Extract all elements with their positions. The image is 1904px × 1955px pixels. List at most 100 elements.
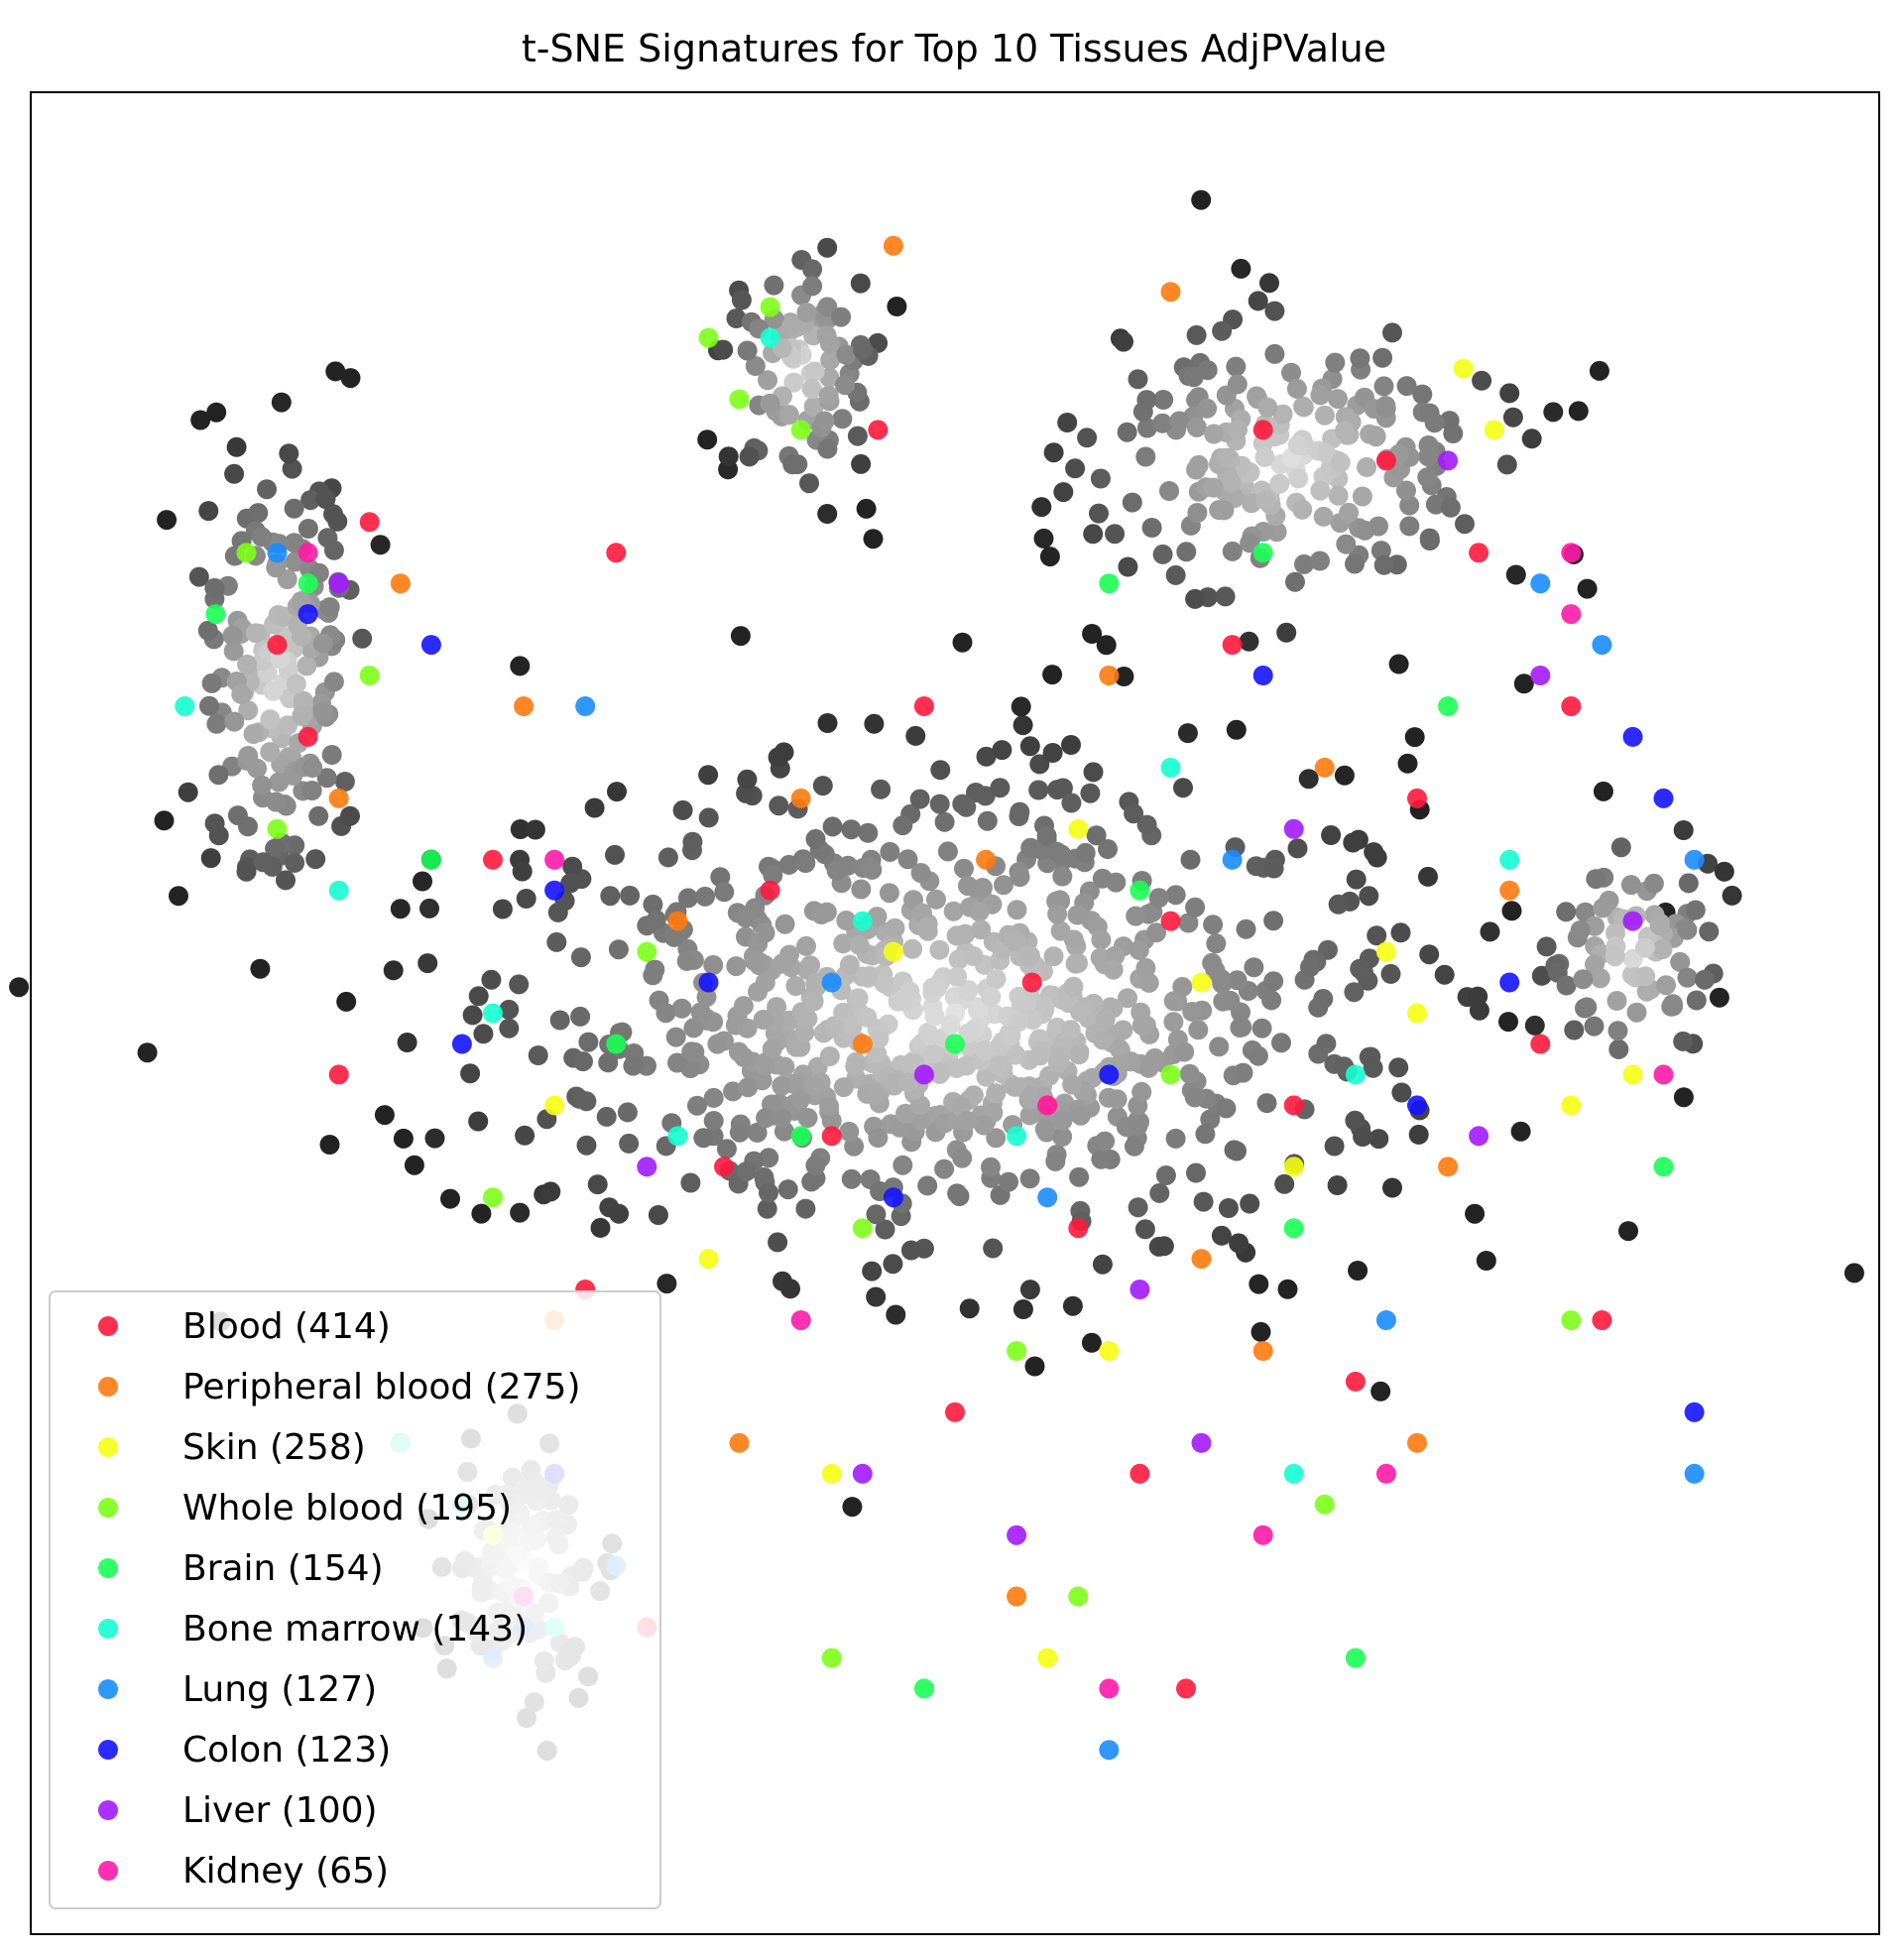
- background-point: [682, 831, 703, 852]
- background-point: [1218, 1198, 1239, 1218]
- background-point: [799, 473, 819, 494]
- legend-label-9: Kidney (65): [182, 1851, 389, 1892]
- background-point: [1233, 1062, 1253, 1083]
- background-point: [1042, 743, 1063, 763]
- legend: Blood (414) Peripheral blood (275) Skin (2…: [49, 1290, 661, 1909]
- point-series-6: [1222, 849, 1243, 870]
- background-point: [676, 950, 697, 971]
- background-point: [383, 960, 404, 981]
- background-point: [1434, 964, 1455, 985]
- background-point: [1228, 420, 1248, 440]
- background-point: [1388, 654, 1409, 674]
- background-point: [1254, 446, 1275, 467]
- background-point: [1184, 1087, 1205, 1108]
- background-point: [319, 597, 340, 618]
- background-point: [899, 981, 920, 1002]
- background-point: [1269, 473, 1290, 494]
- background-point: [1339, 502, 1360, 523]
- background-point: [1138, 972, 1159, 993]
- point-series-6: [1592, 635, 1612, 656]
- point-series-8: [1530, 666, 1551, 685]
- point-series-5: [1283, 1463, 1304, 1484]
- background-point: [1169, 411, 1190, 431]
- background-point: [733, 996, 754, 1017]
- background-point: [1029, 754, 1050, 775]
- background-point: [226, 436, 247, 457]
- background-point: [1114, 667, 1134, 686]
- background-point: [1575, 998, 1595, 1019]
- legend-box: [49, 1290, 661, 1909]
- background-point: [1248, 291, 1268, 311]
- point-series-7: [883, 1187, 903, 1208]
- background-point: [1012, 1299, 1033, 1319]
- point-series-7: [298, 604, 318, 625]
- background-point: [842, 1016, 863, 1037]
- point-series-6: [1375, 1310, 1396, 1330]
- point-series-3: [637, 941, 657, 962]
- background-point: [1412, 384, 1433, 405]
- background-point: [302, 758, 323, 778]
- background-point: [1186, 417, 1207, 437]
- background-point: [1556, 902, 1577, 922]
- background-point: [1220, 990, 1241, 1011]
- background-point: [1144, 1047, 1165, 1068]
- background-point: [655, 1003, 676, 1024]
- point-series-7: [544, 880, 565, 901]
- background-point: [755, 972, 775, 993]
- background-point: [1107, 1089, 1128, 1110]
- background-point: [587, 1174, 608, 1195]
- point-series-3: [760, 297, 780, 317]
- background-point: [1328, 485, 1349, 506]
- background-point: [231, 683, 252, 704]
- background-point: [833, 933, 854, 954]
- background-point: [975, 1040, 996, 1060]
- background-point: [874, 973, 894, 994]
- background-point: [957, 1110, 978, 1131]
- point-series-8: [1191, 1432, 1212, 1453]
- background-point: [1476, 1251, 1496, 1271]
- background-point: [1063, 976, 1084, 997]
- background-point: [1440, 497, 1461, 518]
- background-point: [1075, 842, 1096, 863]
- point-series-8: [1283, 818, 1304, 839]
- background-point: [850, 273, 871, 294]
- background-point: [1419, 944, 1440, 965]
- background-point: [1128, 369, 1148, 390]
- background-point: [390, 899, 411, 919]
- background-point: [1388, 1057, 1409, 1078]
- background-point: [1308, 997, 1329, 1018]
- background-point: [1033, 528, 1054, 549]
- background-point: [755, 1055, 775, 1076]
- background-point: [826, 860, 847, 881]
- background-point: [1577, 578, 1598, 599]
- background-point: [817, 237, 838, 258]
- background-point: [796, 935, 816, 956]
- background-point: [1635, 966, 1656, 987]
- background-point: [680, 1172, 701, 1193]
- background-point: [930, 1061, 951, 1082]
- background-point: [759, 1182, 778, 1203]
- background-point: [778, 405, 799, 426]
- background-point: [1186, 1162, 1206, 1183]
- point-series-4: [420, 849, 441, 870]
- background-point: [1593, 781, 1613, 801]
- background-point: [1240, 1193, 1260, 1214]
- point-series-0: [1160, 911, 1181, 931]
- background-point: [972, 878, 993, 898]
- background-point: [1165, 885, 1186, 906]
- point-series-4: [1252, 543, 1273, 563]
- background-point: [300, 490, 321, 511]
- background-point: [747, 1122, 768, 1143]
- point-series-0: [945, 1402, 965, 1422]
- background-point: [1215, 586, 1236, 607]
- point-series-0: [1345, 1371, 1366, 1392]
- legend-label-8: Liver (100): [182, 1790, 378, 1831]
- background-point: [643, 894, 663, 915]
- background-point: [971, 919, 992, 940]
- background-point: [1344, 982, 1365, 1003]
- point-series-8: [1130, 1280, 1150, 1299]
- background-point: [892, 815, 913, 836]
- point-series-2: [1191, 972, 1212, 993]
- background-point: [1232, 1017, 1252, 1038]
- background-point: [1678, 873, 1699, 894]
